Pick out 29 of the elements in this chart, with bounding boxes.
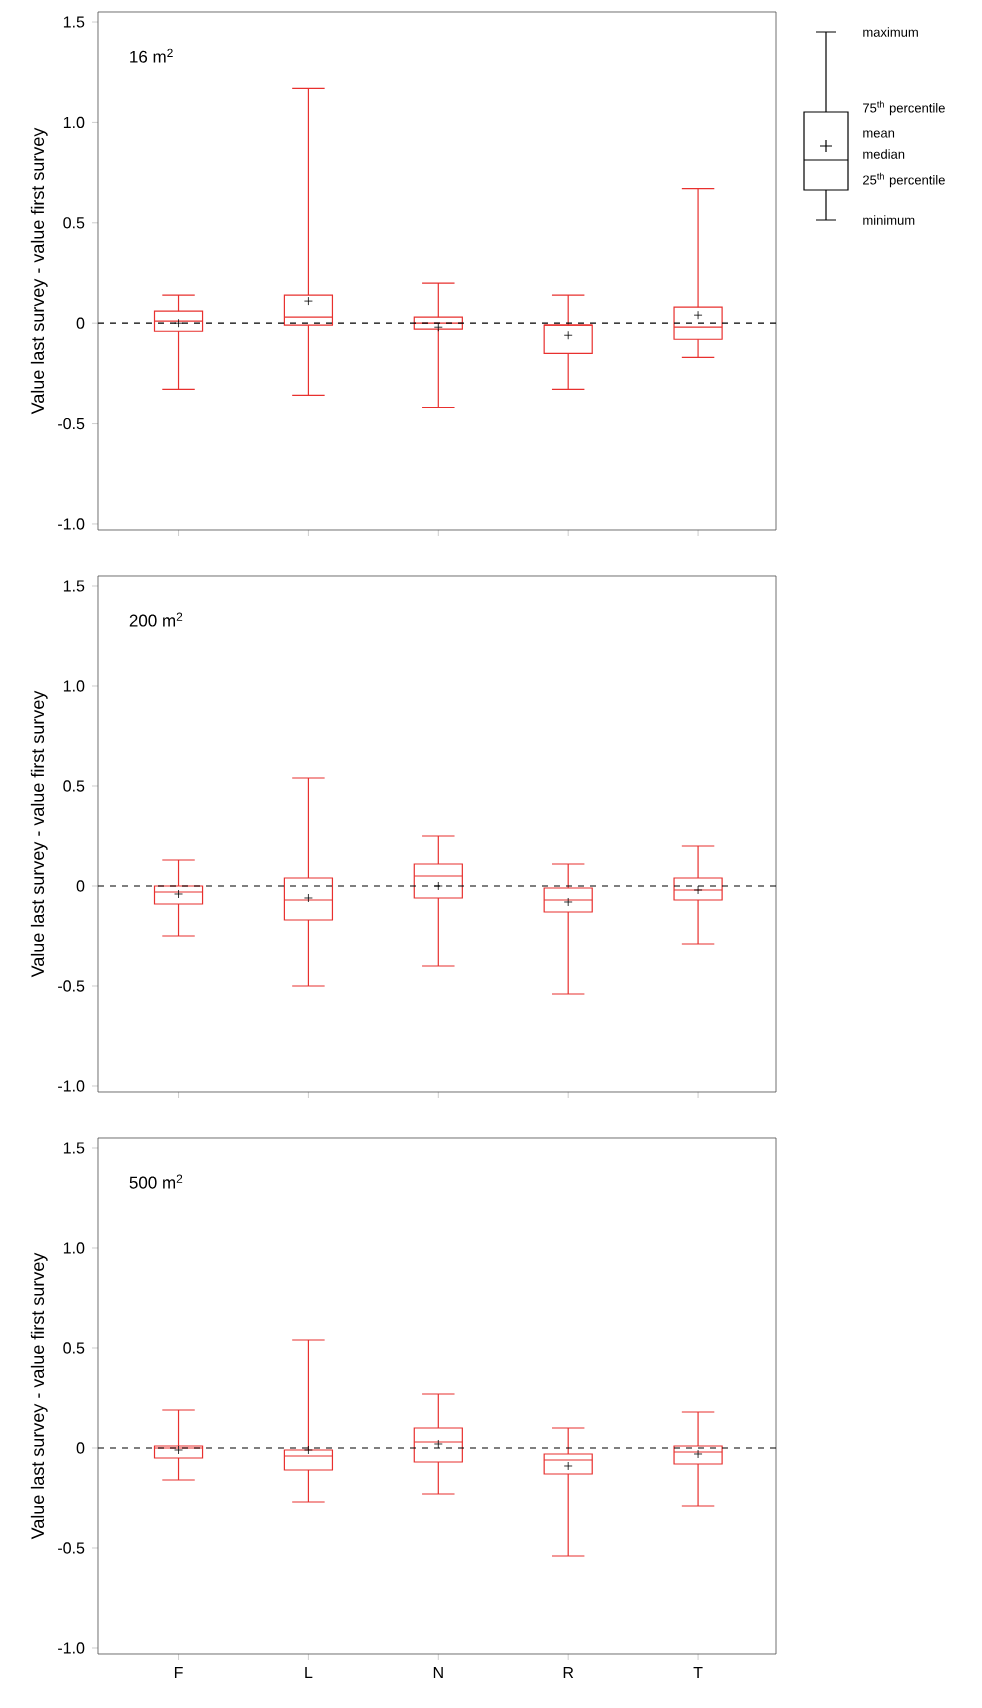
x-tick-label: R [563,1667,574,1679]
y-tick-label: -1.0 [58,518,85,530]
text: 500 m$^{2}$ [129,1174,183,1189]
y-tick-label: 1.0 [63,680,85,692]
y-axis-title: Value last survey - value first survey [30,127,48,415]
y-tick-label: 1.0 [63,1242,85,1254]
y-tick-label: 0.5 [63,217,85,229]
y-axis-title: Value last survey - value first survey [30,1252,48,1540]
y-tick-label: 0 [76,317,85,329]
y-tick-label: -0.5 [58,417,85,430]
x-tick-label: N [433,1667,443,1679]
y-tick-label: 0 [76,1442,85,1454]
x-tick-label: T [693,1667,703,1679]
y-tick-label: 0.5 [63,1342,85,1354]
x-tick-label: L [305,1667,313,1679]
y-tick-label: -0.5 [58,1542,85,1554]
y-tick-label: 1.0 [63,116,85,129]
y-tick-label: -0.5 [58,980,85,992]
y-tick-label: 0.5 [63,780,85,792]
y-tick-label: 1.5 [63,1142,85,1154]
text: 200 m$^{2}$ [129,612,183,627]
y-tick-label: 1.5 [63,16,85,28]
y-tick-label: 0 [76,880,85,892]
y-tick-label: -1.0 [58,1642,85,1654]
text: 16 m$^{2}$ [130,48,173,63]
x-tick-label: F [174,1667,183,1679]
y-tick-label: -1.0 [58,1080,85,1092]
y-tick-label: 1.5 [63,580,85,592]
y-axis-title: Value last survey - value first survey [30,690,48,978]
